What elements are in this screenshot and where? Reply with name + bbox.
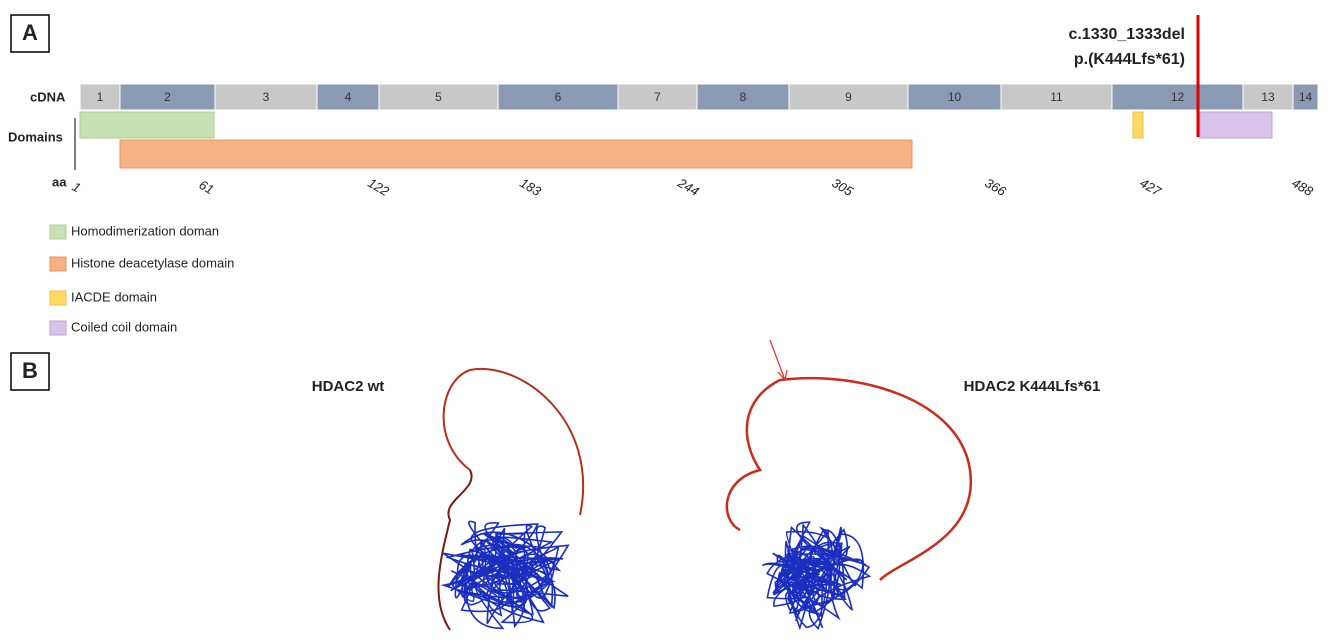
track-label: aa: [52, 174, 67, 189]
mutation-cdna: c.1330_1333del: [1068, 26, 1185, 43]
legend-label: Coiled coil domain: [71, 319, 177, 334]
aa-tick: 427: [1137, 175, 1164, 199]
figure: A B c.1330_1333del p.(K444Lfs*61) cDNA D…: [0, 0, 1338, 642]
exon-label: 6: [555, 90, 562, 104]
exon-label: 11: [1050, 90, 1063, 104]
legend-label: Histone deacetylase domain: [71, 255, 234, 270]
legend-swatch: [50, 225, 66, 239]
globular-core: [762, 522, 869, 628]
exon-label: 12: [1171, 90, 1185, 104]
exon-label: 10: [948, 90, 962, 104]
loop: [727, 378, 971, 580]
legend-swatch: [50, 291, 66, 305]
exon-label: 8: [740, 90, 747, 104]
exon-label: 5: [435, 90, 442, 104]
aa-tick: 305: [829, 175, 856, 199]
exon-label: 3: [263, 90, 270, 104]
exon-label: 4: [345, 90, 352, 104]
aa-tick: 366: [982, 175, 1009, 199]
exon-label: 14: [1299, 90, 1313, 104]
structure-title: HDAC2 K444Lfs*61: [964, 378, 1101, 395]
aa-tick: 488: [1289, 175, 1316, 199]
panel-label: A: [22, 20, 38, 45]
aa-tick: 61: [197, 177, 217, 197]
aa-tick: 122: [365, 175, 392, 199]
exon-label: 13: [1261, 90, 1275, 104]
exon-label: 1: [97, 90, 104, 104]
globular-core: [443, 521, 568, 628]
exon-label: 2: [164, 90, 171, 104]
legend-label: IACDE domain: [71, 289, 157, 304]
domain-hdac: [120, 140, 912, 168]
legend-swatch: [50, 321, 66, 335]
protein-structures: [438, 340, 970, 630]
aa-tick: 183: [517, 175, 544, 199]
exon-label: 7: [654, 90, 661, 104]
track-label: Domains: [8, 129, 63, 144]
mutation-protein: p.(K444Lfs*61): [1074, 51, 1185, 68]
legend-swatch: [50, 257, 66, 271]
track-label: cDNA: [30, 89, 66, 104]
aa-tick: 244: [675, 175, 702, 199]
exon-label: 9: [845, 90, 852, 104]
structure-title: HDAC2 wt: [312, 378, 385, 395]
loop: [444, 369, 584, 515]
aa-tick: 1: [70, 179, 84, 196]
domain-coiled-coil: [1200, 112, 1272, 138]
arrow: [770, 340, 787, 380]
loop: [438, 470, 471, 630]
legend-label: Homodimerization doman: [71, 223, 219, 238]
domain-homodimerization: [80, 112, 214, 138]
domain-iacde: [1133, 112, 1143, 138]
panel-label: B: [22, 358, 38, 383]
